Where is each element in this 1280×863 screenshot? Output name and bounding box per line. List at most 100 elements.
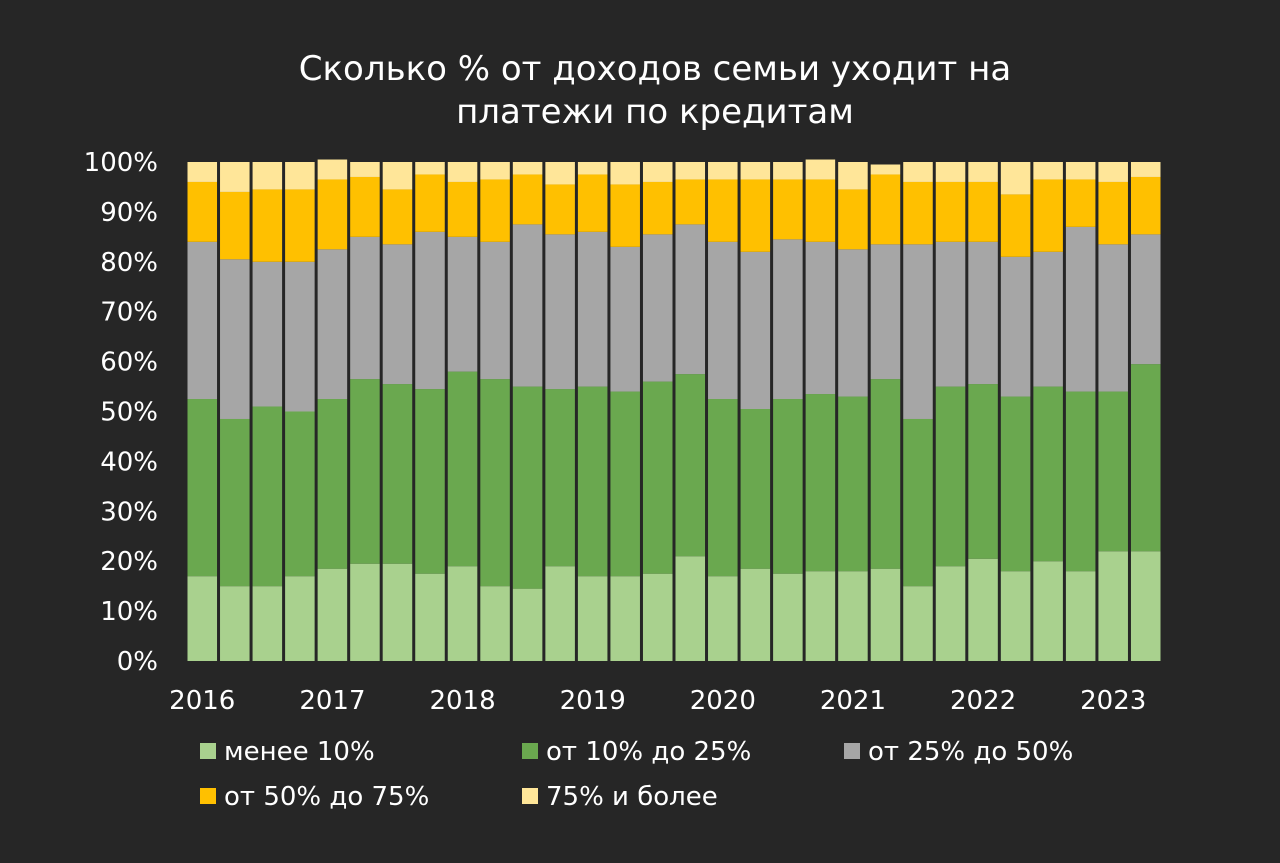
bar-segment — [317, 179, 348, 250]
bar-segment — [1098, 244, 1128, 392]
bar-segment — [512, 174, 543, 225]
bar-segment — [610, 184, 640, 247]
bar-segment — [773, 573, 803, 661]
bar-segment — [577, 386, 608, 577]
y-tick-label: 10% — [100, 597, 158, 627]
bar-segment — [415, 389, 445, 574]
x-tick-label: 2021 — [820, 686, 886, 716]
bar-segment — [350, 162, 380, 177]
bar-segment — [285, 576, 315, 661]
bar-segment — [545, 234, 575, 390]
legend-swatch — [200, 743, 216, 759]
bar-segment — [805, 159, 836, 180]
bar-segment — [1033, 561, 1063, 661]
bar-segment — [935, 241, 966, 387]
bar-segment — [415, 174, 445, 232]
bar-segment — [870, 164, 901, 175]
bar-segment — [1065, 226, 1096, 392]
x-tick-label: 2019 — [560, 686, 626, 716]
bar-segment — [415, 231, 445, 390]
bar-segment — [252, 189, 283, 262]
x-tick-label: 2018 — [429, 686, 495, 716]
bar-segment — [642, 181, 673, 235]
bar-segment — [1065, 571, 1096, 661]
bar-segment — [903, 418, 933, 587]
legend-label: от 50% до 75% — [224, 782, 429, 812]
bar-segment — [187, 181, 218, 242]
bar-segment — [740, 409, 771, 569]
bar-segment — [577, 576, 608, 661]
bar-segment — [187, 162, 218, 182]
bar-segment — [1000, 571, 1031, 661]
bar-segment — [350, 379, 380, 564]
bar-segment — [1000, 256, 1031, 397]
chart-title-line-2: платежи по кредитам — [456, 92, 854, 132]
bar-segment — [838, 189, 868, 250]
bar-segment — [903, 162, 933, 182]
legend-swatch — [200, 788, 216, 804]
bar-segment — [805, 571, 836, 661]
bar-segment — [838, 571, 868, 661]
y-tick-label: 30% — [100, 497, 158, 527]
bar-segment — [415, 573, 445, 661]
x-tick-label: 2023 — [1080, 686, 1146, 716]
bar-segment — [317, 568, 348, 661]
bar-segment — [1065, 162, 1096, 180]
bar-segment — [447, 371, 478, 567]
legend-label: 75% и более — [546, 782, 718, 812]
bar-segment — [903, 181, 933, 245]
bar-segment — [610, 246, 640, 392]
bar-segment — [415, 162, 445, 175]
legend-label: от 10% до 25% — [546, 737, 751, 767]
bar-segment — [187, 241, 218, 400]
bar-segment — [675, 179, 706, 225]
bar-segment — [512, 588, 543, 661]
y-axis: 0% 10% 20% 30% 40% 50% 60% 70% 80% 90% 100% — [84, 148, 158, 677]
bar-segment — [1000, 162, 1031, 195]
bar-segment — [1130, 162, 1161, 177]
bar-segment — [252, 406, 283, 587]
bar-segment — [773, 162, 803, 180]
bar-segment — [577, 174, 608, 232]
bar-segment — [1033, 386, 1063, 562]
bar-segment — [675, 556, 706, 661]
bar-segment — [480, 162, 510, 180]
y-tick-label: 0% — [117, 647, 158, 677]
bar-segment — [773, 179, 803, 240]
bar-segment — [577, 231, 608, 387]
bar-segment — [805, 241, 836, 395]
bar-segment — [382, 384, 413, 564]
y-tick-label: 60% — [100, 348, 158, 378]
bar-segment — [512, 386, 543, 589]
bar-segment — [285, 411, 315, 577]
bar-segment — [1000, 194, 1031, 257]
bar-segment — [545, 184, 575, 235]
bar-segment — [285, 162, 315, 190]
chart-title-line-1: Сколько % от доходов семьи уходит на — [299, 49, 1011, 89]
bar-segment — [903, 244, 933, 419]
bar-segment — [1130, 234, 1161, 365]
bar-segment — [1033, 162, 1063, 180]
bar-segment — [968, 162, 998, 182]
bar-segment — [545, 566, 575, 661]
bar-segment — [610, 391, 640, 577]
bar-segment — [317, 249, 348, 400]
bar-segment — [447, 181, 478, 237]
bar-segment — [773, 239, 803, 400]
bar-segment — [642, 381, 673, 574]
bar-segment — [577, 162, 608, 175]
bar-segment — [870, 379, 901, 569]
bar-segment — [447, 236, 478, 372]
bar-segment — [740, 568, 771, 661]
bar-segment — [968, 241, 998, 385]
bar-segment — [805, 179, 836, 242]
bar-segment — [838, 249, 868, 397]
bar-segment — [675, 374, 706, 557]
legend: менее 10% от 10% до 25% от 25% до 50% от 50… — [200, 737, 1073, 812]
x-tick-label: 2022 — [950, 686, 1016, 716]
y-tick-label: 80% — [100, 248, 158, 278]
x-axis: 2016 2017 2018 2019 2020 2021 2022 2023 — [169, 686, 1146, 716]
bar-segment — [968, 181, 998, 242]
x-tick-label: 2017 — [299, 686, 365, 716]
bar-segment — [1098, 551, 1128, 661]
